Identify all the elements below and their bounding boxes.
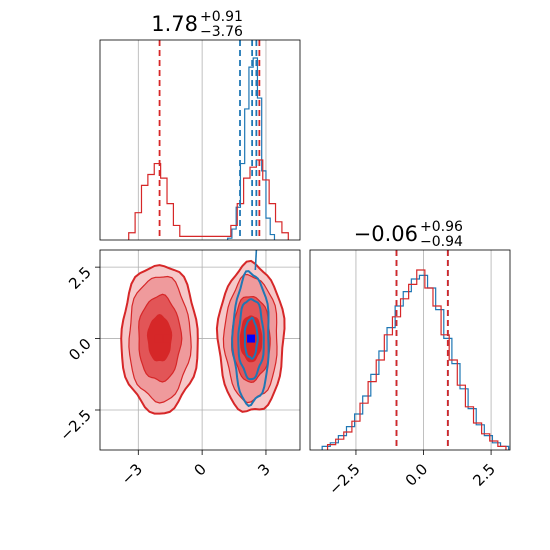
y-marginal-title: −0.06 (354, 222, 418, 246)
x-marginal-frame (99, 39, 301, 241)
y-marginal-tick-label: 2.5 (469, 460, 499, 490)
y-marginal-tick-label: 0.0 (402, 460, 432, 490)
joint-peak-marker (247, 334, 256, 343)
y-marginal-title-upper: +0.96 (420, 219, 463, 235)
joint-peak-marker (163, 334, 172, 343)
y-marginal-histogram-0 (321, 274, 510, 450)
joint-peak-marker (154, 334, 163, 343)
joint-y-tick-label: 2.5 (65, 263, 95, 293)
y-marginal-histogram-1 (326, 269, 507, 450)
joint-blue-contour (237, 298, 265, 381)
joint-blue-contour (231, 270, 270, 408)
x-marginal-histogram-1 (128, 159, 289, 240)
joint-panel: −3 0 3 2.5 0.0 −2.5 (56, 249, 301, 488)
joint-blue-contour (243, 316, 259, 361)
joint-x-tick-label: 3 (254, 460, 273, 479)
x-marginal-title-upper: +0.91 (200, 9, 243, 25)
y-marginal-frame (309, 249, 511, 451)
joint-frame (99, 249, 301, 451)
y-marginal-panel: −2.5 0.0 2.5 −0.06 +0.96 −0.94 (309, 219, 511, 499)
y-marginal-title-lower: −0.94 (420, 234, 463, 250)
y-marginal-tick-label: −2.5 (325, 460, 363, 498)
joint-blue-contour-tail (254, 250, 258, 271)
x-marginal-panel: 1.78 +0.91 −3.76 (99, 9, 301, 241)
joint-x-tick-label: 0 (190, 460, 209, 479)
joint-y-tick-label: −2.5 (56, 406, 94, 444)
x-marginal-histogram-0 (227, 57, 276, 240)
x-marginal-title-lower: −3.76 (200, 24, 243, 40)
x-marginal-title: 1.78 (151, 12, 198, 36)
joint-x-tick-label: −3 (118, 460, 146, 488)
joint-y-tick-label: 0.0 (65, 335, 95, 365)
